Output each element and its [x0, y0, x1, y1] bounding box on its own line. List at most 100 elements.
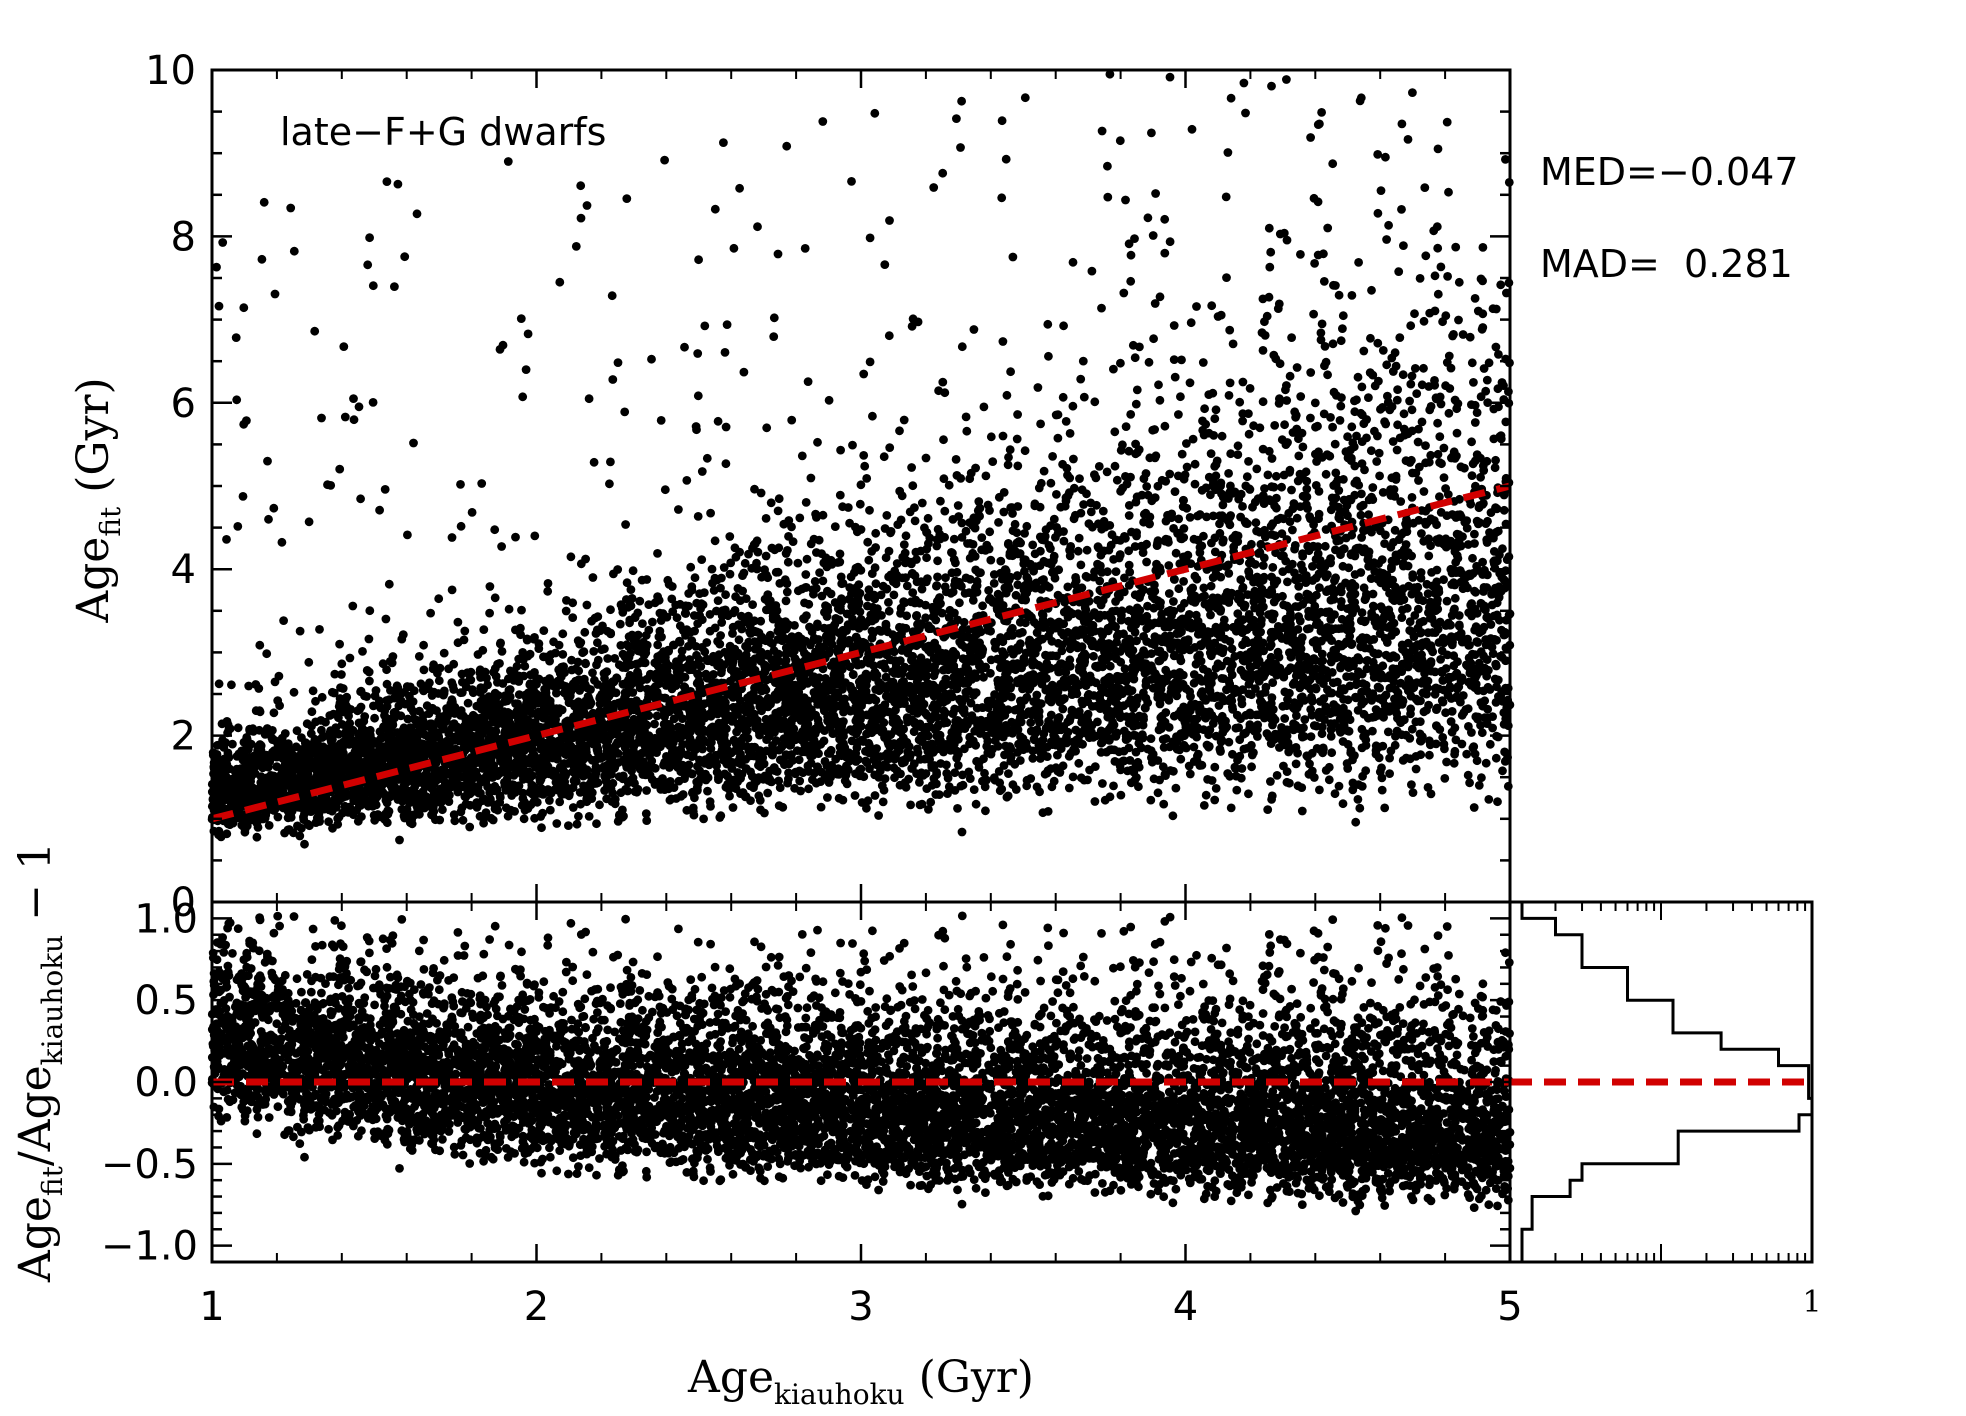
scatter-point [1488, 649, 1498, 659]
scatter-point [790, 621, 799, 630]
scatter-point [748, 600, 757, 609]
scatter-point [259, 197, 269, 207]
scatter-point [1367, 285, 1376, 295]
scatter-point [884, 331, 894, 341]
scatter-point [1160, 214, 1170, 224]
scatter-point [700, 321, 710, 331]
scatter-point [1224, 391, 1234, 400]
scatter-point [1411, 764, 1421, 774]
scatter-point [781, 596, 791, 606]
scatter-point [660, 485, 670, 495]
scatter-point [1439, 443, 1449, 453]
scatter-point [558, 629, 568, 639]
scatter-point [1232, 785, 1242, 795]
scatter-point [1069, 483, 1079, 493]
scatter-point [693, 512, 703, 521]
scatter-point [1176, 392, 1185, 402]
scatter-point [1146, 795, 1156, 805]
scatter-point [1171, 548, 1181, 558]
scatter-point [823, 793, 832, 802]
scatter-point [845, 518, 854, 528]
scatter-point [277, 537, 287, 547]
scatter-point [1314, 487, 1324, 496]
scatter-point [1446, 620, 1455, 630]
scatter-point [1258, 397, 1268, 407]
scatter-point [986, 432, 996, 442]
scatter-point [1397, 119, 1407, 129]
scatter-point [1463, 540, 1473, 549]
scatter-point [782, 587, 792, 597]
scatter-point [1076, 560, 1086, 570]
scatter-point [279, 616, 288, 625]
scatter-point [1267, 454, 1277, 463]
scatter-point [574, 811, 583, 821]
scatter-point [365, 233, 374, 243]
scatter-point [855, 765, 864, 775]
scatter-point [1094, 661, 1104, 671]
scatter-point [239, 303, 249, 313]
scatter-point [1210, 762, 1220, 772]
scatter-point [1425, 750, 1434, 760]
scatter-point [1463, 770, 1473, 780]
scatter-point [1207, 301, 1217, 311]
scatter-point [606, 457, 615, 467]
scatter-point [1069, 454, 1078, 464]
scatter-point [1330, 439, 1340, 449]
scatter-point [1449, 330, 1458, 339]
scatter-point [1033, 383, 1043, 392]
scatter-point [1227, 644, 1237, 654]
scatter-point [766, 498, 776, 508]
scatter-point [1110, 461, 1120, 471]
scatter-point [880, 260, 890, 269]
scatter-point [989, 773, 999, 783]
scatter-point [949, 534, 959, 544]
scatter-point [845, 662, 855, 672]
scatter-point [863, 601, 872, 611]
scatter-point [994, 518, 1003, 527]
scatter-point [1496, 280, 1506, 290]
scatter-point [900, 548, 910, 558]
scatter-point [712, 606, 721, 616]
scatter-point [504, 604, 514, 614]
scatter-point [593, 655, 603, 665]
scatter-point [1258, 561, 1268, 570]
scatter-point [694, 676, 704, 686]
scatter-point [1296, 392, 1306, 401]
scatter-point [1388, 437, 1398, 446]
scatter-point [1013, 410, 1022, 419]
scatter-point [1134, 782, 1143, 792]
scatter-point [1146, 734, 1156, 743]
scatter-point [609, 569, 618, 579]
scatter-point [1059, 321, 1068, 331]
scatter-point [1109, 364, 1118, 374]
scatter-point [1377, 785, 1387, 795]
scatter-point [233, 522, 243, 531]
scatter-point [997, 193, 1007, 203]
scatter-point [1442, 757, 1451, 767]
scatter-point [926, 797, 936, 807]
scatter-point [1109, 781, 1118, 791]
scatter-point [1491, 659, 1501, 669]
scatter-point [813, 437, 822, 447]
scatter-point [921, 453, 931, 463]
scatter-point [652, 711, 662, 721]
scatter-point [1430, 271, 1440, 281]
scatter-point [558, 650, 568, 659]
scatter-point [292, 726, 302, 736]
scatter-point [863, 796, 873, 806]
scatter-point [1288, 525, 1297, 535]
scatter-point [1233, 441, 1243, 451]
scatter-point [1294, 592, 1304, 602]
scatter-point [868, 411, 877, 421]
scatter-point [977, 533, 987, 542]
scatter-point [761, 514, 771, 523]
scatter-point [1036, 419, 1045, 429]
scatter-point [1287, 333, 1296, 342]
scatter-point [1476, 720, 1485, 730]
scatter-point [545, 796, 554, 805]
scatter-point [806, 473, 816, 483]
scatter-point [787, 415, 797, 425]
scatter-point [463, 698, 473, 708]
scatter-point [1141, 508, 1151, 518]
